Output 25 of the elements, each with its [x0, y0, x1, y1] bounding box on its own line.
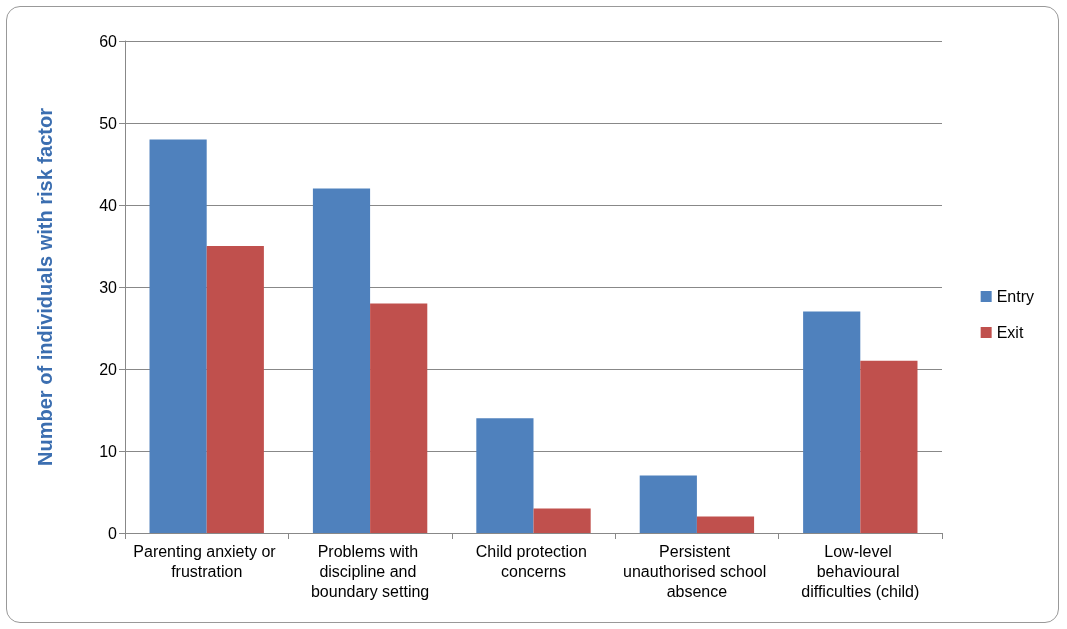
- bar: [803, 311, 861, 533]
- legend-label: Exit: [996, 324, 1024, 341]
- bar: [696, 516, 755, 533]
- y-tick-label: 50: [99, 114, 118, 132]
- y-axis-title: Number of individuals with risk factor: [34, 107, 56, 466]
- bar: [149, 139, 207, 533]
- bar: [206, 246, 264, 533]
- y-tick-label: 60: [99, 32, 118, 50]
- y-tick-label: 30: [99, 278, 118, 296]
- bar: [312, 188, 371, 533]
- y-tick-label: 20: [99, 360, 118, 378]
- x-tick-label: Persistent unauthorised school absence: [623, 542, 771, 600]
- x-tick-label: Problems with discipline and boundary setting: [310, 542, 430, 600]
- bar: [476, 418, 534, 533]
- bar: [639, 475, 697, 533]
- y-tick-label: 10: [99, 442, 118, 460]
- legend-label: Entry: [996, 288, 1034, 305]
- bar: [533, 508, 591, 533]
- bar: [860, 360, 918, 533]
- x-tick-label: Child protection concerns: [475, 542, 592, 580]
- x-tick-label: Low-level behavioural difficulties (child): [801, 542, 920, 600]
- y-tick-label: 40: [99, 196, 118, 214]
- y-tick-label: 0: [108, 524, 118, 542]
- x-tick-label: Parenting anxiety or frustration: [133, 542, 281, 580]
- bar: [370, 303, 428, 533]
